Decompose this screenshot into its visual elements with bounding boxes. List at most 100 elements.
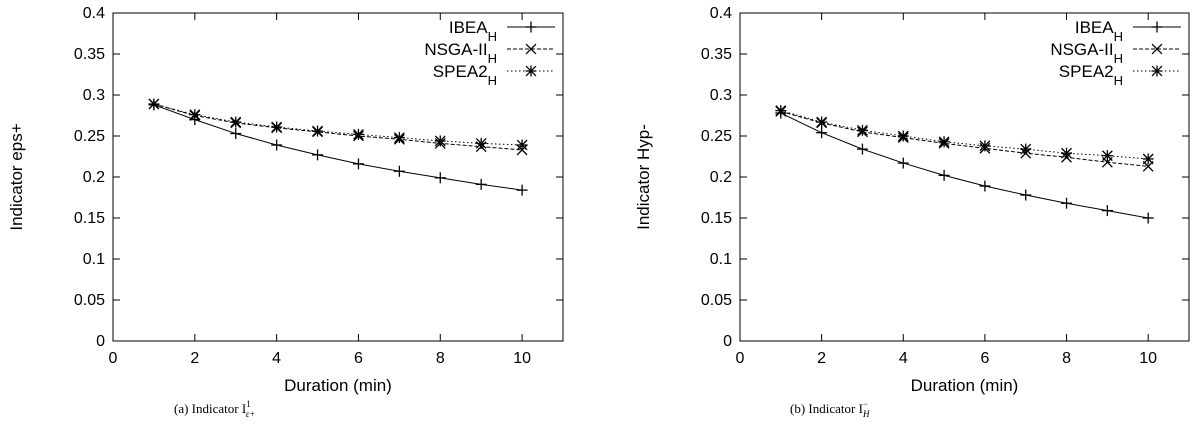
legend-marker [1151, 65, 1163, 77]
data-point-marker [1061, 197, 1073, 209]
x-tick-label: 0 [736, 350, 745, 367]
x-tick-label: 4 [899, 350, 908, 367]
data-point-marker [393, 165, 405, 177]
figure-caption: (b) Indicator I− H [790, 399, 870, 419]
x-tick-label: 0 [109, 350, 118, 367]
y-tick-label: 0.2 [710, 169, 732, 186]
data-point-marker [475, 137, 487, 149]
data-point-marker [475, 178, 487, 190]
data-point-marker [1020, 189, 1032, 201]
data-point-marker [1142, 153, 1154, 165]
chart-panel-a: 0 0.05 0.1 0.15 0.2 0.25 0.3 0.35 0.4 0 2 4 6 8 10 Dura… [7, 5, 564, 419]
data-point-marker [897, 157, 909, 169]
data-point-marker [856, 124, 868, 136]
data-point-marker [271, 139, 283, 151]
legend-label: SPEA2H [1059, 62, 1123, 88]
legend-marker [525, 21, 537, 33]
x-tick-label: 6 [980, 350, 989, 367]
data-point-marker [189, 109, 201, 121]
data-point-marker [352, 128, 364, 140]
series-ibea [148, 99, 528, 196]
y-tick-label: 0.4 [83, 5, 105, 22]
legend-marker [1151, 43, 1163, 55]
data-point-marker [230, 116, 242, 128]
y-tick-label: 0.05 [701, 292, 732, 309]
y-axis-label: Indicator eps+ [7, 123, 26, 230]
legend-marker [1151, 21, 1163, 33]
series-line [780, 112, 1149, 219]
data-point-marker [434, 135, 446, 147]
y-tick-label: 0.35 [701, 46, 732, 63]
legend-marker [525, 65, 537, 77]
legend-label: NSGA-IIH [424, 40, 497, 66]
data-point-marker [816, 116, 828, 128]
data-point-marker [434, 172, 446, 184]
series-line [153, 104, 523, 191]
y-tick-label: 0.35 [74, 46, 105, 63]
series-nsga-ii [775, 105, 1154, 172]
y-tick-label: 0.25 [701, 128, 732, 145]
data-point-marker [1020, 143, 1032, 155]
legend-label: NSGA-IIH [1050, 40, 1123, 66]
data-point-marker [1101, 150, 1113, 162]
data-point-marker [816, 127, 828, 139]
y-tick-label: 0.2 [83, 169, 105, 186]
y-tick-label: 0.25 [74, 128, 105, 145]
series-line [780, 110, 1149, 167]
series-line [780, 110, 1149, 160]
data-point-marker [979, 140, 991, 152]
data-point-marker [312, 125, 324, 137]
data-point-marker [312, 149, 324, 161]
y-axis-label: Indicator Hyp- [634, 124, 653, 230]
data-point-marker [897, 130, 909, 142]
figure-caption: (a) Indicator I1 ε+ [174, 399, 255, 419]
data-point-marker [856, 143, 868, 155]
y-tick-label: 0 [723, 333, 732, 350]
y-tick-label: 0.1 [710, 251, 732, 268]
x-tick-label: 10 [1139, 350, 1157, 367]
x-tick-label: 4 [272, 350, 281, 367]
data-point-marker [393, 132, 405, 144]
series-nsga-ii [148, 98, 528, 156]
y-tick-label: 0.15 [74, 210, 105, 227]
legend-label: IBEAH [1075, 18, 1123, 44]
legend-marker [525, 43, 537, 55]
chart-panel-b: 0 0.05 0.1 0.15 0.2 0.25 0.3 0.35 0.4 0 2 4 6 8 10 Dura… [634, 5, 1190, 419]
legend-label: IBEAH [449, 18, 497, 44]
y-tick-label: 0.05 [74, 292, 105, 309]
y-tick-label: 0.4 [710, 5, 732, 22]
data-point-marker [230, 128, 242, 140]
data-point-marker [979, 180, 991, 192]
x-axis-label: Duration (min) [911, 376, 1019, 395]
data-point-marker [271, 121, 283, 133]
data-point-marker [775, 105, 787, 117]
y-tick-label: 0.15 [701, 210, 732, 227]
series-ibea [775, 107, 1154, 224]
data-point-marker [1101, 205, 1113, 217]
x-tick-label: 6 [354, 350, 363, 367]
data-point-marker [148, 98, 160, 110]
data-point-marker [938, 169, 950, 181]
data-point-marker [1142, 212, 1154, 224]
series-spea2 [775, 105, 1154, 165]
data-point-marker [1061, 147, 1073, 159]
x-tick-label: 8 [436, 350, 445, 367]
y-tick-label: 0.1 [83, 251, 105, 268]
y-tick-label: 0 [96, 333, 105, 350]
y-tick-label: 0.3 [83, 87, 105, 104]
x-tick-label: 8 [1062, 350, 1071, 367]
y-tick-label: 0.3 [710, 87, 732, 104]
x-tick-label: 10 [513, 350, 531, 367]
x-axis-label: Duration (min) [284, 376, 392, 395]
legend-label: SPEA2H [433, 62, 497, 88]
data-point-marker [938, 136, 950, 148]
x-tick-label: 2 [817, 350, 826, 367]
x-tick-label: 2 [190, 350, 199, 367]
series-spea2 [148, 98, 528, 151]
data-point-marker [516, 184, 528, 196]
data-point-marker [516, 139, 528, 151]
series-line [153, 103, 523, 151]
